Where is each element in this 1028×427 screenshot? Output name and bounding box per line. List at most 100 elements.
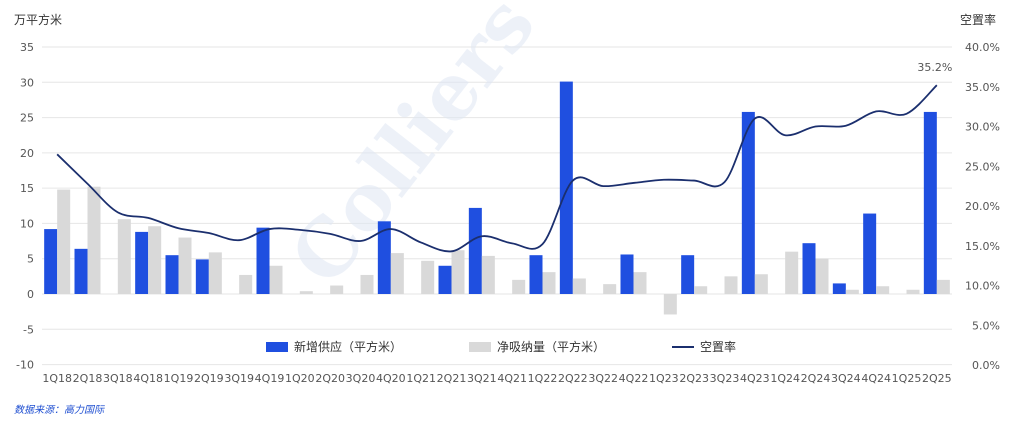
legend-swatch-supply [266,342,288,352]
x-tick-label: 4Q24 [861,372,891,385]
source-note: 数据来源：高力国际 [14,405,104,416]
x-tick-label: 4Q18 [133,372,163,385]
x-tick-label: 3Q24 [831,372,861,385]
legend-swatch-absorption [469,342,491,352]
right-tick-label: 25.0% [965,160,1000,173]
x-tick-label: 4Q21 [497,372,527,385]
absorption-bar [815,258,829,294]
supply-bar [74,248,88,294]
x-tick-label: 1Q23 [649,372,679,385]
right-tick-label: 10.0% [965,280,1000,293]
left-tick-label: 10 [20,217,34,230]
left-tick-label: -10 [16,359,34,372]
absorption-bar [785,251,799,294]
absorption-bar [936,279,950,294]
supply-bar [165,255,179,294]
supply-bar [802,243,816,294]
supply-bar [529,255,543,294]
absorption-bar [481,255,495,294]
supply-bar [863,213,877,294]
supply-bar [44,229,58,294]
x-tick-label: 2Q18 [73,372,103,385]
supply-bar [438,265,452,294]
left-tick-label: 35 [20,41,34,54]
x-tick-label: 2Q22 [558,372,588,385]
absorption-bar [724,276,738,294]
supply-bar [135,231,149,294]
absorption-bar [754,274,768,294]
right-tick-label: 35.0% [965,81,1000,94]
absorption-bar [512,279,526,294]
absorption-bar [239,274,253,294]
left-tick-label: 25 [20,112,34,125]
absorption-bar [572,278,586,294]
right-tick-label: 5.0% [972,319,1000,332]
legend: 新增供应（平方米） 净吸纳量（平方米） 空置率 [266,339,736,354]
x-tick-label: 3Q23 [710,372,740,385]
absorption-bar [451,250,465,294]
x-tick-label: 3Q20 [346,372,376,385]
right-tick-label: 15.0% [965,240,1000,253]
right-tick-label: 20.0% [965,200,1000,213]
bars [44,81,950,315]
vacancy-rate-line [56,84,938,253]
supply-bar [923,111,937,294]
right-tick-label: 40.0% [965,41,1000,54]
watermark-logo: Colliers [273,0,553,302]
left-tick-label: 0 [27,288,34,301]
x-tick-label: 4Q20 [376,372,406,385]
x-tick-label: 2Q20 [315,372,345,385]
x-tick-label: 1Q18 [42,372,72,385]
x-tick-label: 2Q24 [801,372,831,385]
absorption-bar [269,265,283,294]
supply-bar [377,221,391,294]
left-axis-title: 万平方米 [14,12,62,27]
left-tick-label: 30 [20,76,34,89]
x-tick-label: 3Q22 [588,372,618,385]
x-tick-label: 2Q19 [194,372,224,385]
absorption-bar [117,219,131,294]
absorption-bar [694,286,708,294]
supply-bar [559,81,573,294]
x-tick-label: 1Q19 [164,372,194,385]
data-label: 35.2% [917,61,952,74]
x-tick-label: 3Q19 [224,372,254,385]
absorption-bar [360,274,374,294]
absorption-bar [906,289,920,294]
x-tick-label: 1Q20 [285,372,315,385]
x-tick-label: 1Q24 [770,372,800,385]
x-tick-label: 4Q19 [255,372,285,385]
x-tick-label: 1Q21 [406,372,436,385]
absorption-bar [876,286,890,294]
supply-bar [832,283,846,294]
x-tick-label: 1Q22 [528,372,558,385]
absorption-bar [663,294,677,315]
supply-bar [620,254,634,294]
absorption-bar [542,272,556,294]
absorption-bar [57,189,71,294]
absorption-bar [87,186,101,294]
right-tick-label: 0.0% [972,359,1000,372]
absorption-bar [299,291,313,294]
supply-bar [195,259,209,294]
x-tick-label: 4Q23 [740,372,770,385]
right-tick-label: 30.0% [965,121,1000,134]
absorption-bar [178,237,192,294]
absorption-bar [845,289,859,294]
left-tick-label: 5 [27,253,34,266]
legend-label-absorption: 净吸纳量（平方米） [497,339,605,354]
x-tick-label: 3Q18 [103,372,133,385]
right-axis-title: 空置率 [960,12,996,27]
absorption-bar [208,252,222,294]
absorption-bar [148,226,162,294]
x-tick-label: 1Q25 [892,372,922,385]
left-tick-label: -5 [23,323,34,336]
absorption-bar [390,253,404,294]
supply-bar [256,227,270,294]
x-tick-label: 2Q25 [922,372,952,385]
left-tick-label: 20 [20,147,34,160]
absorption-bar [633,272,647,294]
x-tick-label: 2Q21 [437,372,467,385]
